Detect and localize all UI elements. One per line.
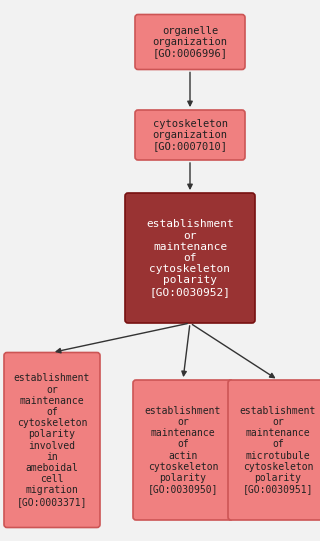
Text: establishment
or
maintenance
of
cytoskeleton
polarity
involved
in
ameboidal
cell: establishment or maintenance of cytoskel… <box>14 373 90 506</box>
FancyBboxPatch shape <box>133 380 233 520</box>
FancyBboxPatch shape <box>135 15 245 69</box>
FancyBboxPatch shape <box>4 353 100 527</box>
Text: establishment
or
maintenance
of
actin
cytoskeleton
polarity
[GO:0030950]: establishment or maintenance of actin cy… <box>145 406 221 494</box>
Text: establishment
or
maintenance
of
microtubule
cytoskeleton
polarity
[GO:0030951]: establishment or maintenance of microtub… <box>240 406 316 494</box>
Text: cytoskeleton
organization
[GO:0007010]: cytoskeleton organization [GO:0007010] <box>153 119 228 151</box>
FancyBboxPatch shape <box>125 193 255 323</box>
FancyBboxPatch shape <box>228 380 320 520</box>
Text: establishment
or
maintenance
of
cytoskeleton
polarity
[GO:0030952]: establishment or maintenance of cytoskel… <box>146 220 234 296</box>
Text: organelle
organization
[GO:0006996]: organelle organization [GO:0006996] <box>153 26 228 58</box>
FancyBboxPatch shape <box>135 110 245 160</box>
